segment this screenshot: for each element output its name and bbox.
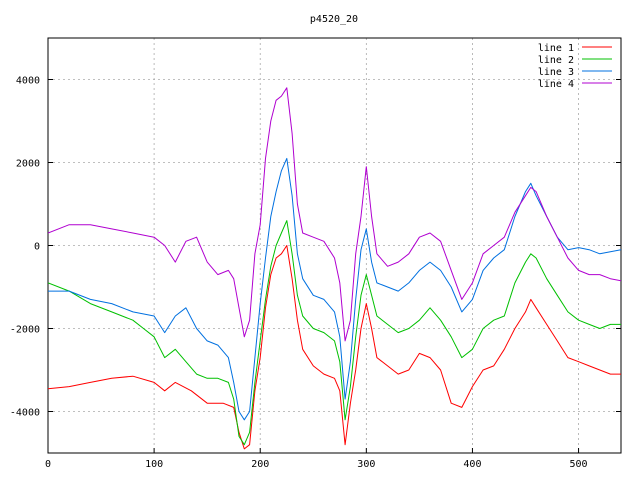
y-tick-label: 4000 — [16, 76, 40, 87]
x-tick-label: 300 — [357, 459, 375, 470]
series-line-2 — [48, 220, 621, 446]
grid-lines — [48, 38, 621, 453]
series-line-3 — [48, 157, 621, 421]
chart-title: p4520_20 — [310, 14, 358, 25]
legend-label: line 4 — [538, 79, 574, 90]
axis-ticks: 0 100 200 300 400 500 -4000 -2000 0 2000 4000 — [10, 76, 621, 470]
legend-label: line 3 — [538, 67, 574, 78]
y-tick-label: -4000 — [10, 408, 40, 419]
x-tick-label: 400 — [463, 459, 481, 470]
y-tick-label: 2000 — [16, 159, 40, 170]
y-tick-label: 0 — [34, 242, 40, 253]
legend-label: line 1 — [538, 43, 574, 54]
x-tick-label: 500 — [570, 459, 588, 470]
series-line-4 — [48, 87, 621, 342]
series-line-1 — [48, 245, 621, 450]
series-lines — [48, 87, 621, 450]
x-tick-label: 0 — [45, 459, 51, 470]
legend-label: line 2 — [538, 55, 574, 66]
x-tick-label: 100 — [145, 459, 163, 470]
y-tick-label: -2000 — [10, 325, 40, 336]
x-tick-label: 200 — [251, 459, 269, 470]
